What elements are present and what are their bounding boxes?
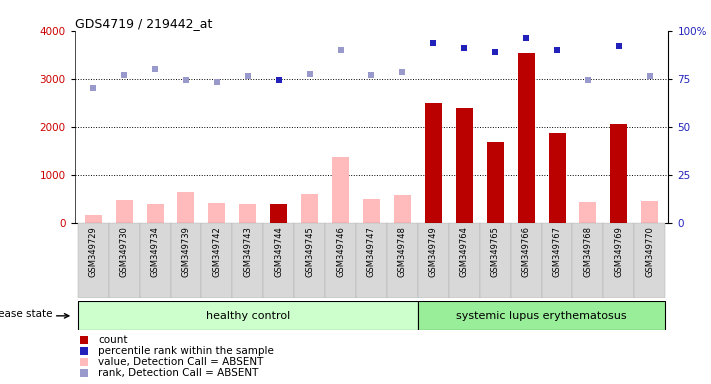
Bar [510,223,542,298]
Text: GSM349729: GSM349729 [89,227,97,277]
Bar [85,215,102,223]
Bar [263,223,294,298]
Text: GSM349769: GSM349769 [614,227,624,277]
Bar [139,223,171,298]
Text: GSM349748: GSM349748 [398,227,407,277]
Text: GSM349743: GSM349743 [243,227,252,277]
Bar [418,301,665,330]
Bar [332,157,349,223]
Text: GSM349768: GSM349768 [584,227,592,278]
Text: GSM349745: GSM349745 [305,227,314,277]
Text: GSM349730: GSM349730 [119,227,129,277]
Text: GSM349747: GSM349747 [367,227,376,277]
Bar [77,301,418,330]
Bar [232,223,263,298]
Bar [486,142,503,223]
Text: disease state: disease state [0,310,53,319]
Text: healthy control: healthy control [205,311,290,321]
Text: GSM349767: GSM349767 [552,227,562,278]
Bar [201,223,232,298]
Bar [387,223,418,298]
Bar [425,103,442,223]
Bar [634,223,665,298]
Text: GSM349749: GSM349749 [429,227,438,277]
Bar [109,223,139,298]
Text: percentile rank within the sample: percentile rank within the sample [98,346,274,356]
Bar [178,192,195,223]
Text: GSM349764: GSM349764 [460,227,469,277]
Bar [542,223,572,298]
Bar [208,203,225,223]
Bar [604,223,634,298]
Text: GSM349742: GSM349742 [213,227,221,277]
Text: rank, Detection Call = ABSENT: rank, Detection Call = ABSENT [98,368,259,378]
Bar [294,223,325,298]
Bar [356,223,387,298]
Bar [240,204,257,223]
Bar [572,223,604,298]
Text: GSM349734: GSM349734 [151,227,159,277]
Bar [548,134,565,223]
Text: systemic lupus erythematosus: systemic lupus erythematosus [456,311,627,321]
Bar [116,200,133,223]
Text: GSM349766: GSM349766 [522,227,530,278]
Text: GSM349765: GSM349765 [491,227,500,277]
Bar [363,199,380,223]
Bar [77,223,109,298]
Bar [418,223,449,298]
Text: GSM349744: GSM349744 [274,227,283,277]
Bar [301,194,318,223]
Bar [480,223,510,298]
Text: GDS4719 / 219442_at: GDS4719 / 219442_at [75,17,212,30]
Text: GSM349770: GSM349770 [646,227,654,277]
Text: GSM349739: GSM349739 [181,227,191,277]
Bar [456,109,473,223]
Text: count: count [98,335,128,345]
Text: GSM349746: GSM349746 [336,227,345,277]
Bar [610,124,627,223]
Bar [171,223,201,298]
Bar [641,200,658,223]
Bar [449,223,480,298]
Bar [579,202,597,223]
Bar [146,204,164,223]
Bar [325,223,356,298]
Text: value, Detection Call = ABSENT: value, Detection Call = ABSENT [98,357,264,367]
Bar [394,195,411,223]
Bar [518,53,535,223]
Bar [270,204,287,223]
